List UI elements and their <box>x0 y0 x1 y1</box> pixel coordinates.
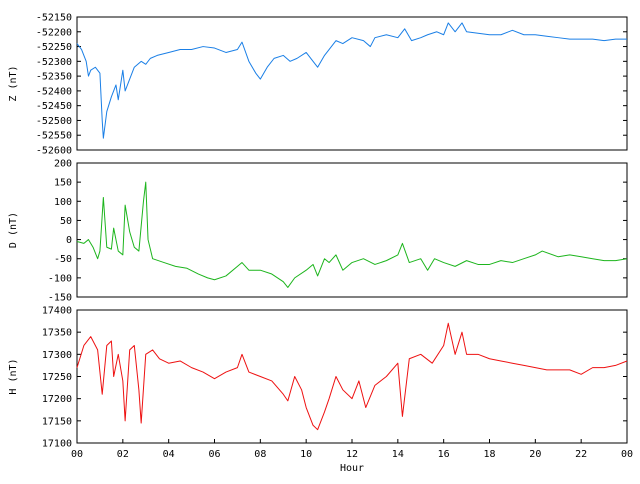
y-tick-label: -52150 <box>36 13 72 24</box>
x-tick-label: 22 <box>575 449 587 460</box>
x-tick-label: 10 <box>300 449 312 460</box>
y-tick-label: -52550 <box>36 131 72 142</box>
y-tick-label: -52300 <box>36 57 72 68</box>
y-tick-label: 17400 <box>42 306 72 317</box>
x-axis-label: Hour <box>340 463 364 474</box>
x-tick-label: 06 <box>208 449 220 460</box>
plot-frame <box>76 16 628 151</box>
data-line <box>76 322 628 431</box>
x-tick-label: 14 <box>392 449 404 460</box>
y-tick-label: -52500 <box>36 116 72 127</box>
y-tick-label: 17100 <box>42 439 72 450</box>
y-tick-label: -52200 <box>36 27 72 38</box>
x-tick-label: 02 <box>117 449 129 460</box>
y-tick-label: 0 <box>66 235 72 246</box>
y-tick-label: 50 <box>60 216 72 227</box>
y-tick-label: -52400 <box>36 86 72 97</box>
y-tick-label: -52350 <box>36 72 72 83</box>
plot-frame <box>76 162 628 298</box>
x-tick-label: 18 <box>483 449 495 460</box>
y-axis-label: D (nT) <box>8 212 19 248</box>
y-tick-label: -150 <box>48 293 72 304</box>
x-tick-label: 04 <box>163 449 175 460</box>
x-tick-label: 08 <box>254 449 266 460</box>
y-tick-label: 17350 <box>42 328 72 339</box>
data-line <box>76 181 628 288</box>
data-line <box>76 22 627 139</box>
y-tick-label: -52600 <box>36 146 72 157</box>
y-tick-label: 17250 <box>42 372 72 383</box>
y-axis-label: Z (nT) <box>8 65 19 101</box>
y-tick-label: 150 <box>54 178 72 189</box>
y-tick-label: 100 <box>54 197 72 208</box>
y-tick-label: 17300 <box>42 350 72 361</box>
y-tick-label: -50 <box>54 254 72 265</box>
plot-frame <box>76 309 628 444</box>
x-tick-label: 12 <box>346 449 358 460</box>
x-tick-label: 16 <box>438 449 450 460</box>
x-tick-label: 20 <box>529 449 541 460</box>
y-axis-label: H (nT) <box>8 358 19 394</box>
y-tick-label: -52450 <box>36 101 72 112</box>
y-tick-label: -52250 <box>36 42 72 53</box>
y-tick-label: 200 <box>54 159 72 170</box>
y-tick-label: 17200 <box>42 394 72 405</box>
y-tick-label: 17150 <box>42 416 72 427</box>
x-tick-label: 00 <box>71 449 83 460</box>
x-tick-label: 00 <box>621 449 633 460</box>
y-tick-label: -100 <box>48 273 72 284</box>
